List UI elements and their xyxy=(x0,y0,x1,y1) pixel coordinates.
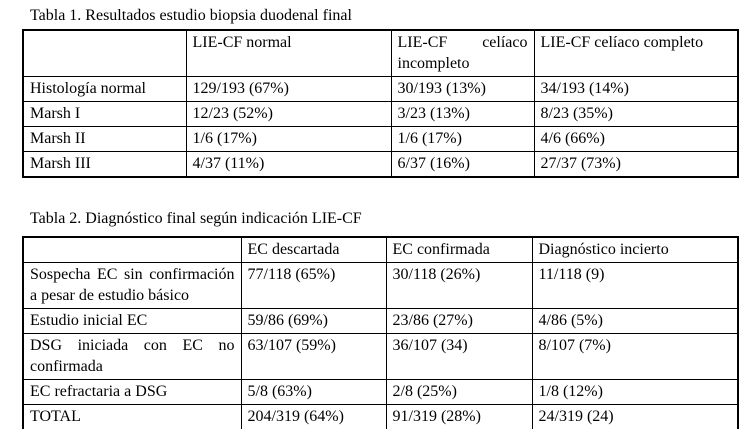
table2-diagnostico-final: EC descartada EC confirmada Diagnóstico … xyxy=(22,236,739,429)
value-cell: 30/118 (26%) xyxy=(385,262,533,309)
table-row: Estudio inicial EC 59/86 (69%) 23/86 (27… xyxy=(22,308,739,334)
row-label-cell: DSG iniciada con EC no confirmada xyxy=(22,333,242,380)
table1-header-lie-cf-celiaco-incompleto: LIE-CF celíaco incompleto xyxy=(390,29,535,77)
value-cell: 8/107 (7%) xyxy=(531,333,739,380)
table-row: Histología normal 129/193 (67%) 30/193 (… xyxy=(22,76,739,102)
value-cell: 24/319 (24) xyxy=(531,404,739,429)
value-cell: 204/319 (64%) xyxy=(240,404,387,429)
header-line-1: LIE-CF celíaco xyxy=(397,34,528,51)
label-line-2: confirmada xyxy=(30,358,103,375)
label-line-1: DSG iniciada con EC no xyxy=(30,337,235,354)
value-cell: 23/86 (27%) xyxy=(385,308,533,334)
row-label-cell: Marsh III xyxy=(22,151,187,178)
table-row: DSG iniciada con EC no confirmada 63/107… xyxy=(22,333,739,380)
table1-header-row: LIE-CF normal LIE-CF celíaco incompleto … xyxy=(22,29,739,77)
value-cell: 1/6 (17%) xyxy=(390,126,535,152)
value-cell: 2/8 (25%) xyxy=(385,379,533,405)
header-line-2: incompleto xyxy=(397,55,470,72)
value-cell: 36/107 (34) xyxy=(385,333,533,380)
table2-header-row: EC descartada EC confirmada Diagnóstico … xyxy=(22,236,739,263)
table-row: Marsh III 4/37 (11%) 6/37 (16%) 27/37 (7… xyxy=(22,151,739,178)
value-cell: 77/118 (65%) xyxy=(240,262,387,309)
table1-header-lie-cf-celiaco-completo: LIE-CF celíaco completo xyxy=(533,29,739,77)
row-label-cell: Marsh I xyxy=(22,101,187,127)
value-cell: 1/8 (12%) xyxy=(531,379,739,405)
row-label-cell: Marsh II xyxy=(22,126,187,152)
table-row-total: TOTAL 204/319 (64%) 91/319 (28%) 24/319 … xyxy=(22,404,739,429)
table1-header-lie-cf-normal: LIE-CF normal xyxy=(185,29,392,77)
label-line-1: Sospecha EC sin confirmación xyxy=(30,266,235,283)
value-cell: 30/193 (13%) xyxy=(390,76,535,102)
value-cell: 91/319 (28%) xyxy=(385,404,533,429)
row-label-cell: Estudio inicial EC xyxy=(22,308,242,334)
table2-header-empty xyxy=(22,236,242,263)
table-row: Marsh I 12/23 (52%) 3/23 (13%) 8/23 (35%… xyxy=(22,101,739,127)
value-cell: 1/6 (17%) xyxy=(185,126,392,152)
value-cell: 59/86 (69%) xyxy=(240,308,387,334)
row-label-cell: Sospecha EC sin confirmación a pesar de … xyxy=(22,262,242,309)
value-cell: 8/23 (35%) xyxy=(533,101,739,127)
value-cell: 3/23 (13%) xyxy=(390,101,535,127)
row-label-cell: Histología normal xyxy=(22,76,187,102)
row-label-cell: EC refractaria a DSG xyxy=(22,379,242,405)
value-cell: 11/118 (9) xyxy=(531,262,739,309)
table-row: EC refractaria a DSG 5/8 (63%) 2/8 (25%)… xyxy=(22,379,739,405)
table2-header-diagnostico-incierto: Diagnóstico incierto xyxy=(531,236,739,263)
table2-header-ec-descartada: EC descartada xyxy=(240,236,387,263)
value-cell: 129/193 (67%) xyxy=(185,76,392,102)
table2-header-ec-confirmada: EC confirmada xyxy=(385,236,533,263)
value-cell: 4/6 (66%) xyxy=(533,126,739,152)
value-cell: 63/107 (59%) xyxy=(240,333,387,380)
value-cell: 6/37 (16%) xyxy=(390,151,535,178)
row-label-cell: TOTAL xyxy=(22,404,242,429)
value-cell: 4/86 (5%) xyxy=(531,308,739,334)
table2-title: Tabla 2. Diagnóstico final según indicac… xyxy=(30,210,362,227)
table1-title: Tabla 1. Resultados estudio biopsia duod… xyxy=(30,7,352,24)
table1-header-empty xyxy=(22,29,187,77)
value-cell: 5/8 (63%) xyxy=(240,379,387,405)
table1-biopsia-duodenal: LIE-CF normal LIE-CF celíaco incompleto … xyxy=(22,29,739,178)
table-row: Sospecha EC sin confirmación a pesar de … xyxy=(22,262,739,309)
table-row: Marsh II 1/6 (17%) 1/6 (17%) 4/6 (66%) xyxy=(22,126,739,152)
label-line-2: a pesar de estudio básico xyxy=(30,287,190,304)
value-cell: 27/37 (73%) xyxy=(533,151,739,178)
value-cell: 4/37 (11%) xyxy=(185,151,392,178)
value-cell: 12/23 (52%) xyxy=(185,101,392,127)
value-cell: 34/193 (14%) xyxy=(533,76,739,102)
